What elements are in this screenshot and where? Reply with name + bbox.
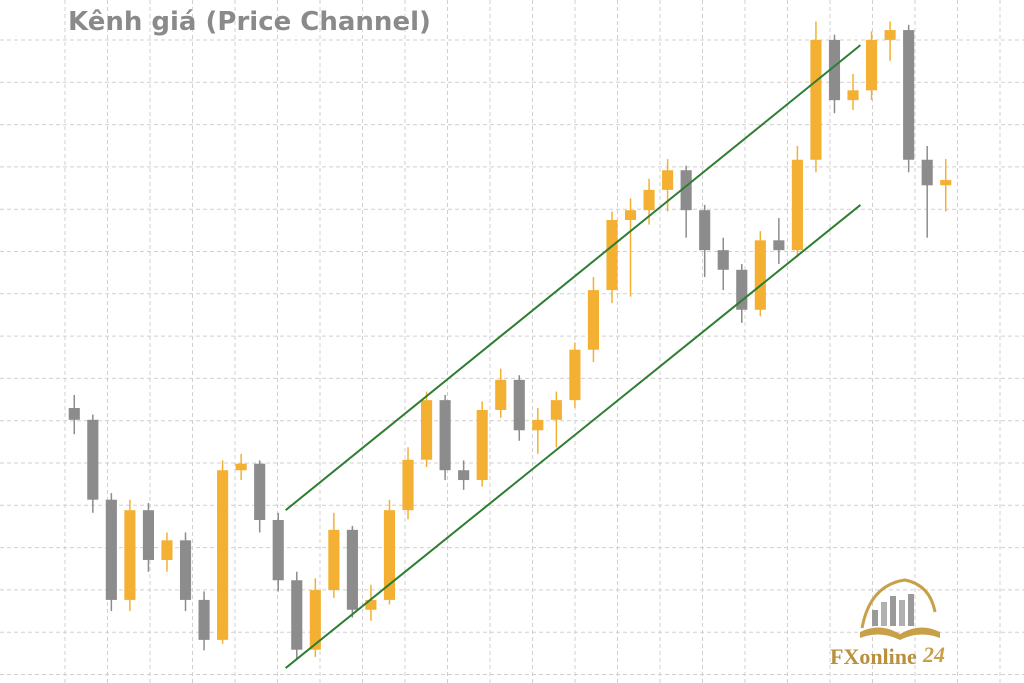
logo-bar — [908, 594, 914, 626]
logo-bar — [872, 610, 878, 626]
candle-body — [513, 379, 525, 431]
candle-body — [587, 290, 599, 350]
candle-body — [272, 520, 284, 581]
candle-body — [624, 210, 637, 221]
logo-book — [860, 627, 940, 640]
candle-body — [217, 470, 229, 640]
candle-body — [161, 540, 173, 560]
logo-arc — [860, 578, 937, 629]
candle-body — [828, 39, 841, 101]
channel — [285, 44, 862, 669]
channel-line — [285, 44, 862, 511]
candle-body — [346, 529, 358, 610]
chart-title: Kênh giá (Price Channel) — [68, 7, 431, 37]
candle-body — [921, 159, 933, 186]
candle-body — [476, 409, 488, 481]
candle-body — [105, 499, 117, 600]
candle-body — [717, 250, 729, 270]
candle-body — [439, 400, 451, 471]
candle-body — [643, 189, 655, 211]
candle-body — [124, 510, 136, 600]
candle-body — [179, 540, 192, 600]
candle-body — [699, 210, 711, 251]
logo-bar — [899, 600, 905, 626]
candle-body — [550, 400, 562, 420]
candle-body — [309, 590, 321, 650]
logo-bar — [881, 602, 887, 626]
candle-body — [383, 510, 396, 600]
candle-body — [421, 400, 433, 460]
candles — [68, 21, 952, 661]
candle-body — [736, 269, 748, 310]
candle-body — [291, 580, 303, 650]
candle-body — [569, 349, 581, 401]
candle-body — [903, 30, 915, 160]
candle-body — [458, 470, 470, 481]
candle-body — [773, 240, 785, 251]
candle-body — [884, 30, 896, 40]
logo: FXonline 24 — [830, 578, 945, 669]
candle-body — [810, 39, 822, 160]
candle-body — [68, 408, 80, 420]
candle-body — [87, 419, 99, 500]
candle-body — [754, 240, 766, 310]
candle-body — [495, 379, 507, 410]
candle-body — [254, 463, 266, 521]
candle-body — [365, 599, 377, 610]
logo-number: 24 — [922, 642, 945, 667]
candle-body — [662, 170, 674, 190]
candle-body — [328, 529, 340, 591]
candle-body — [198, 599, 210, 640]
logo-bar — [890, 596, 896, 626]
candle-body — [791, 159, 803, 251]
channel-line — [285, 204, 862, 669]
candle-body — [402, 459, 414, 511]
candle-body — [606, 220, 618, 291]
candle-body — [847, 90, 859, 101]
candle-body — [532, 419, 544, 431]
candle-body — [235, 463, 247, 471]
candle-body — [142, 510, 154, 560]
candle-body — [680, 170, 692, 211]
candle-body — [866, 39, 878, 91]
logo-text: FXonline — [830, 644, 917, 669]
candle-body — [940, 180, 952, 186]
